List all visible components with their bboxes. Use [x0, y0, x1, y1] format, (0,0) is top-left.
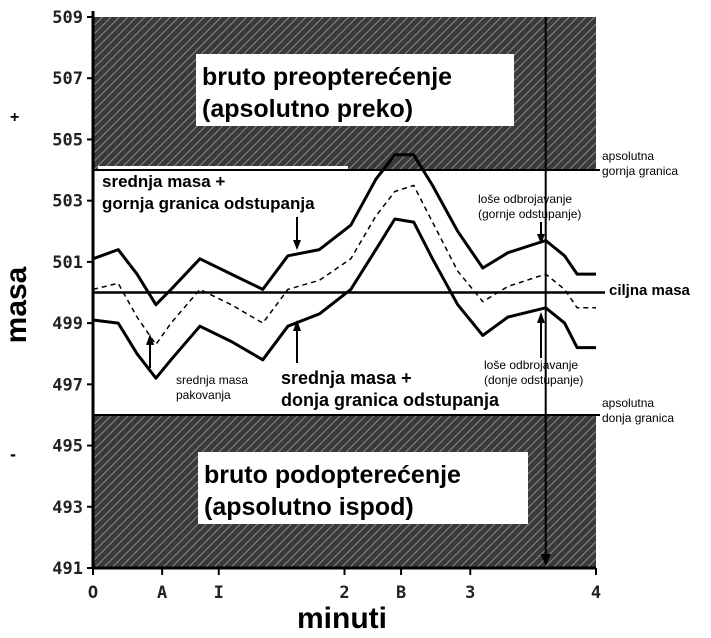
x-tick-label: B — [396, 583, 406, 603]
bad-upper-label-line1: loše odbrojavanje — [478, 192, 572, 206]
bad-upper-label-line2: (gornje odstupanje) — [478, 207, 581, 221]
bad-count-arrowhead — [540, 554, 551, 566]
upper-band-label-box — [98, 166, 348, 216]
x-tick-label: A — [157, 583, 167, 603]
x-tick-label: O — [88, 583, 98, 603]
over-zone-label-line1: bruto preopterećenje — [202, 63, 452, 91]
lower-band-label-box — [276, 362, 548, 412]
y-tick-label: 503 — [52, 192, 83, 212]
under-zone-label-line2: (apsolutno ispod) — [204, 493, 414, 521]
lower-band-pointer-head — [293, 320, 301, 331]
upper-band-pointer-head — [293, 240, 301, 250]
under-label-box — [198, 452, 528, 524]
x-tick-label: 3 — [465, 583, 475, 603]
y-ticks: 509 507 505 503 501 499 497 495 493 491 — [52, 8, 93, 579]
bad-lower-pointer-head — [537, 312, 545, 323]
lower-band-label-line1: srednja masa + — [281, 368, 412, 388]
mean-series-line — [92, 184, 596, 346]
y-axis-title: masa — [0, 266, 33, 343]
over-zone-label-line2: (apsolutno preko) — [202, 95, 413, 123]
x-tick-label: 4 — [591, 583, 601, 603]
lower-band-label-line2: donja granica odstupanja — [281, 390, 500, 410]
bad-upper-pointer-head — [537, 234, 545, 244]
y-tick-label: 505 — [52, 130, 83, 150]
lower-band-series-line — [92, 217, 596, 380]
lower-limit-label-line2: donja granica — [602, 411, 674, 425]
target-label: ciljna masa — [609, 282, 691, 299]
y-minus-sign: - — [10, 444, 16, 464]
lower-limit-label-line1: apsolutna — [602, 396, 654, 410]
upper-band-series-line — [92, 153, 596, 307]
mean-pointer-head — [146, 334, 154, 345]
x-ticks: O A I 2 B 3 4 — [88, 568, 601, 603]
upper-band-label-line2: gornja granica odstupanja — [102, 194, 315, 213]
y-tick-label: 493 — [52, 498, 83, 518]
mean-label-line2: pakovanja — [176, 388, 231, 402]
under-zone-label-line1: bruto podopterećenje — [204, 461, 461, 489]
y-tick-label: 501 — [52, 253, 83, 273]
upper-band-label-line1: srednja masa + — [102, 172, 225, 191]
x-tick-label: I — [214, 583, 224, 603]
x-axis-title: minuti — [297, 602, 387, 635]
bad-lower-label-line2: (donje odstupanje) — [484, 373, 583, 387]
y-tick-label: 497 — [52, 375, 83, 395]
x-tick-label: 2 — [339, 583, 349, 603]
y-tick-label: 499 — [52, 314, 83, 334]
y-tick-label: 507 — [52, 69, 83, 89]
upper-limit-label-line1: apsolutna — [602, 149, 654, 163]
bad-lower-label-line1: loše odbrojavanje — [484, 358, 578, 372]
over-label-box — [196, 54, 514, 126]
mean-label-line1: srednja masa — [176, 373, 248, 387]
y-tick-label: 491 — [52, 559, 83, 579]
upper-limit-label-line2: gornja granica — [602, 164, 678, 178]
y-tick-label: 509 — [52, 8, 83, 28]
y-tick-label: 495 — [52, 437, 83, 457]
y-plus-sign: + — [10, 109, 19, 126]
